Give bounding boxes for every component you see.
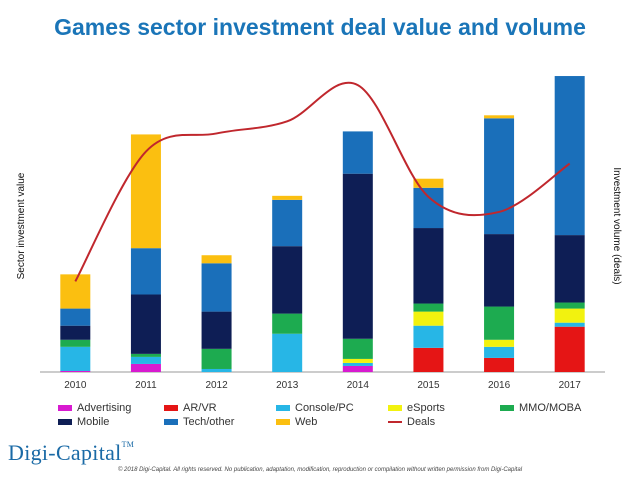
legend-swatch — [164, 418, 178, 425]
legend-item-console-pc: Console/PC — [276, 401, 388, 414]
x-tick-label-2015: 2015 — [417, 380, 440, 391]
bar-console-pc-2013 — [272, 333, 303, 372]
bar-web-2011 — [130, 134, 161, 249]
bar-mobile-2013 — [272, 246, 303, 314]
bar-tech-other-2014 — [342, 131, 373, 174]
bar-mmo-moba-2014 — [342, 338, 373, 359]
bar-tech-other-2012 — [201, 263, 232, 312]
bar-tech-other-2017 — [554, 76, 585, 236]
bar-mobile-2016 — [484, 234, 515, 307]
chart-title: Games sector investment deal value and v… — [54, 14, 586, 40]
bar-mmo-moba-2017 — [554, 302, 585, 309]
bar-mobile-2015 — [413, 228, 444, 304]
bar-tech-other-2015 — [413, 187, 444, 229]
bar-esports-2014 — [342, 358, 373, 363]
legend-item-esports: eSports — [388, 401, 500, 414]
legend-label: Mobile — [77, 415, 110, 428]
bar-tech-other-2010 — [60, 308, 91, 326]
legend-label: Tech/other — [183, 415, 235, 428]
legend-item-ar-vr: AR/VR — [164, 401, 276, 414]
bar-web-2012 — [201, 255, 232, 264]
legend-label: Console/PC — [295, 401, 354, 414]
bar-tech-other-2013 — [272, 199, 303, 247]
bar-esports-2015 — [413, 311, 444, 326]
legend-swatch — [58, 404, 72, 411]
bar-console-pc-2014 — [342, 362, 373, 366]
x-tick-label-2012: 2012 — [205, 380, 228, 391]
bar-advertising-2011 — [130, 363, 161, 372]
bar-web-2013 — [272, 195, 303, 200]
bar-esports-2016 — [484, 339, 515, 347]
bar-mobile-2010 — [60, 325, 91, 340]
x-tick-label-2010: 2010 — [64, 380, 87, 391]
legend-swatch — [500, 404, 514, 411]
bar-ar-vr-2016 — [484, 357, 515, 372]
bar-mmo-moba-2011 — [130, 353, 161, 357]
bar-mobile-2012 — [201, 311, 232, 349]
bar-console-pc-2012 — [201, 368, 232, 372]
x-tick-label-2016: 2016 — [488, 380, 511, 391]
bar-ar-vr-2015 — [413, 347, 444, 372]
bar-mmo-moba-2012 — [201, 348, 232, 369]
legend-label: AR/VR — [183, 401, 217, 414]
x-tick-label-2011: 2011 — [135, 380, 157, 391]
x-tick-label-2013: 2013 — [276, 380, 299, 391]
brand-logo: Digi-CapitalTM — [8, 440, 135, 465]
legend-item-mmo-moba: MMO/MOBA — [500, 401, 610, 414]
bar-mobile-2014 — [342, 173, 373, 339]
bar-console-pc-2011 — [130, 356, 161, 364]
legend-label: Deals — [407, 415, 436, 428]
bar-web-2015 — [413, 178, 444, 188]
legend-swatch — [164, 404, 178, 411]
x-tick-label-2017: 2017 — [559, 380, 582, 391]
bar-advertising-2010 — [60, 370, 91, 372]
copyright-notice: © 2018 Digi-Capital. All rights reserved… — [117, 467, 523, 473]
y2-axis-label: Investment volume (deals) — [611, 167, 622, 284]
legend-label: MMO/MOBA — [519, 401, 582, 414]
bar-console-pc-2017 — [554, 322, 585, 327]
legend-swatch — [58, 418, 72, 425]
bar-mmo-moba-2016 — [484, 306, 515, 340]
legend-label: eSports — [407, 401, 445, 414]
legend-label: Advertising — [77, 401, 132, 414]
legend-item-deals: Deals — [388, 415, 500, 428]
bar-console-pc-2015 — [413, 325, 444, 348]
legend-swatch — [276, 418, 290, 425]
chart-legend: Advertising AR/VR Console/PC eSports MMO/MOB… — [58, 401, 618, 428]
bar-advertising-2014 — [342, 365, 373, 372]
legend-item-web: Web — [276, 415, 388, 428]
bar-esports-2017 — [554, 308, 585, 323]
legend-item-tech-other: Tech/other — [164, 415, 276, 428]
legend-swatch — [388, 404, 402, 411]
legend-item-mobile: Mobile — [58, 415, 164, 428]
bar-tech-other-2011 — [130, 248, 161, 295]
x-tick-label-2014: 2014 — [347, 380, 370, 391]
bar-web-2016 — [484, 115, 515, 119]
legend-item-advertising: Advertising — [58, 401, 164, 414]
y-axis-label: Sector investment value — [16, 172, 27, 279]
bar-mmo-moba-2015 — [413, 303, 444, 312]
bar-console-pc-2016 — [484, 346, 515, 358]
chart-plot: 2010 2011 2012 2013 2014 2015 2016 2017 Sector i… — [16, 76, 622, 391]
deals-line — [74, 81, 571, 282]
bar-mmo-moba-2010 — [60, 339, 91, 347]
bar-mobile-2017 — [554, 235, 585, 303]
bar-mobile-2011 — [130, 294, 161, 354]
bar-console-pc-2010 — [60, 346, 91, 371]
bar-mmo-moba-2013 — [272, 313, 303, 334]
legend-swatch — [388, 420, 402, 423]
bar-tech-other-2016 — [484, 118, 515, 235]
legend-swatch — [276, 404, 290, 411]
bar-ar-vr-2017 — [554, 326, 585, 372]
legend-label: Web — [295, 415, 318, 428]
